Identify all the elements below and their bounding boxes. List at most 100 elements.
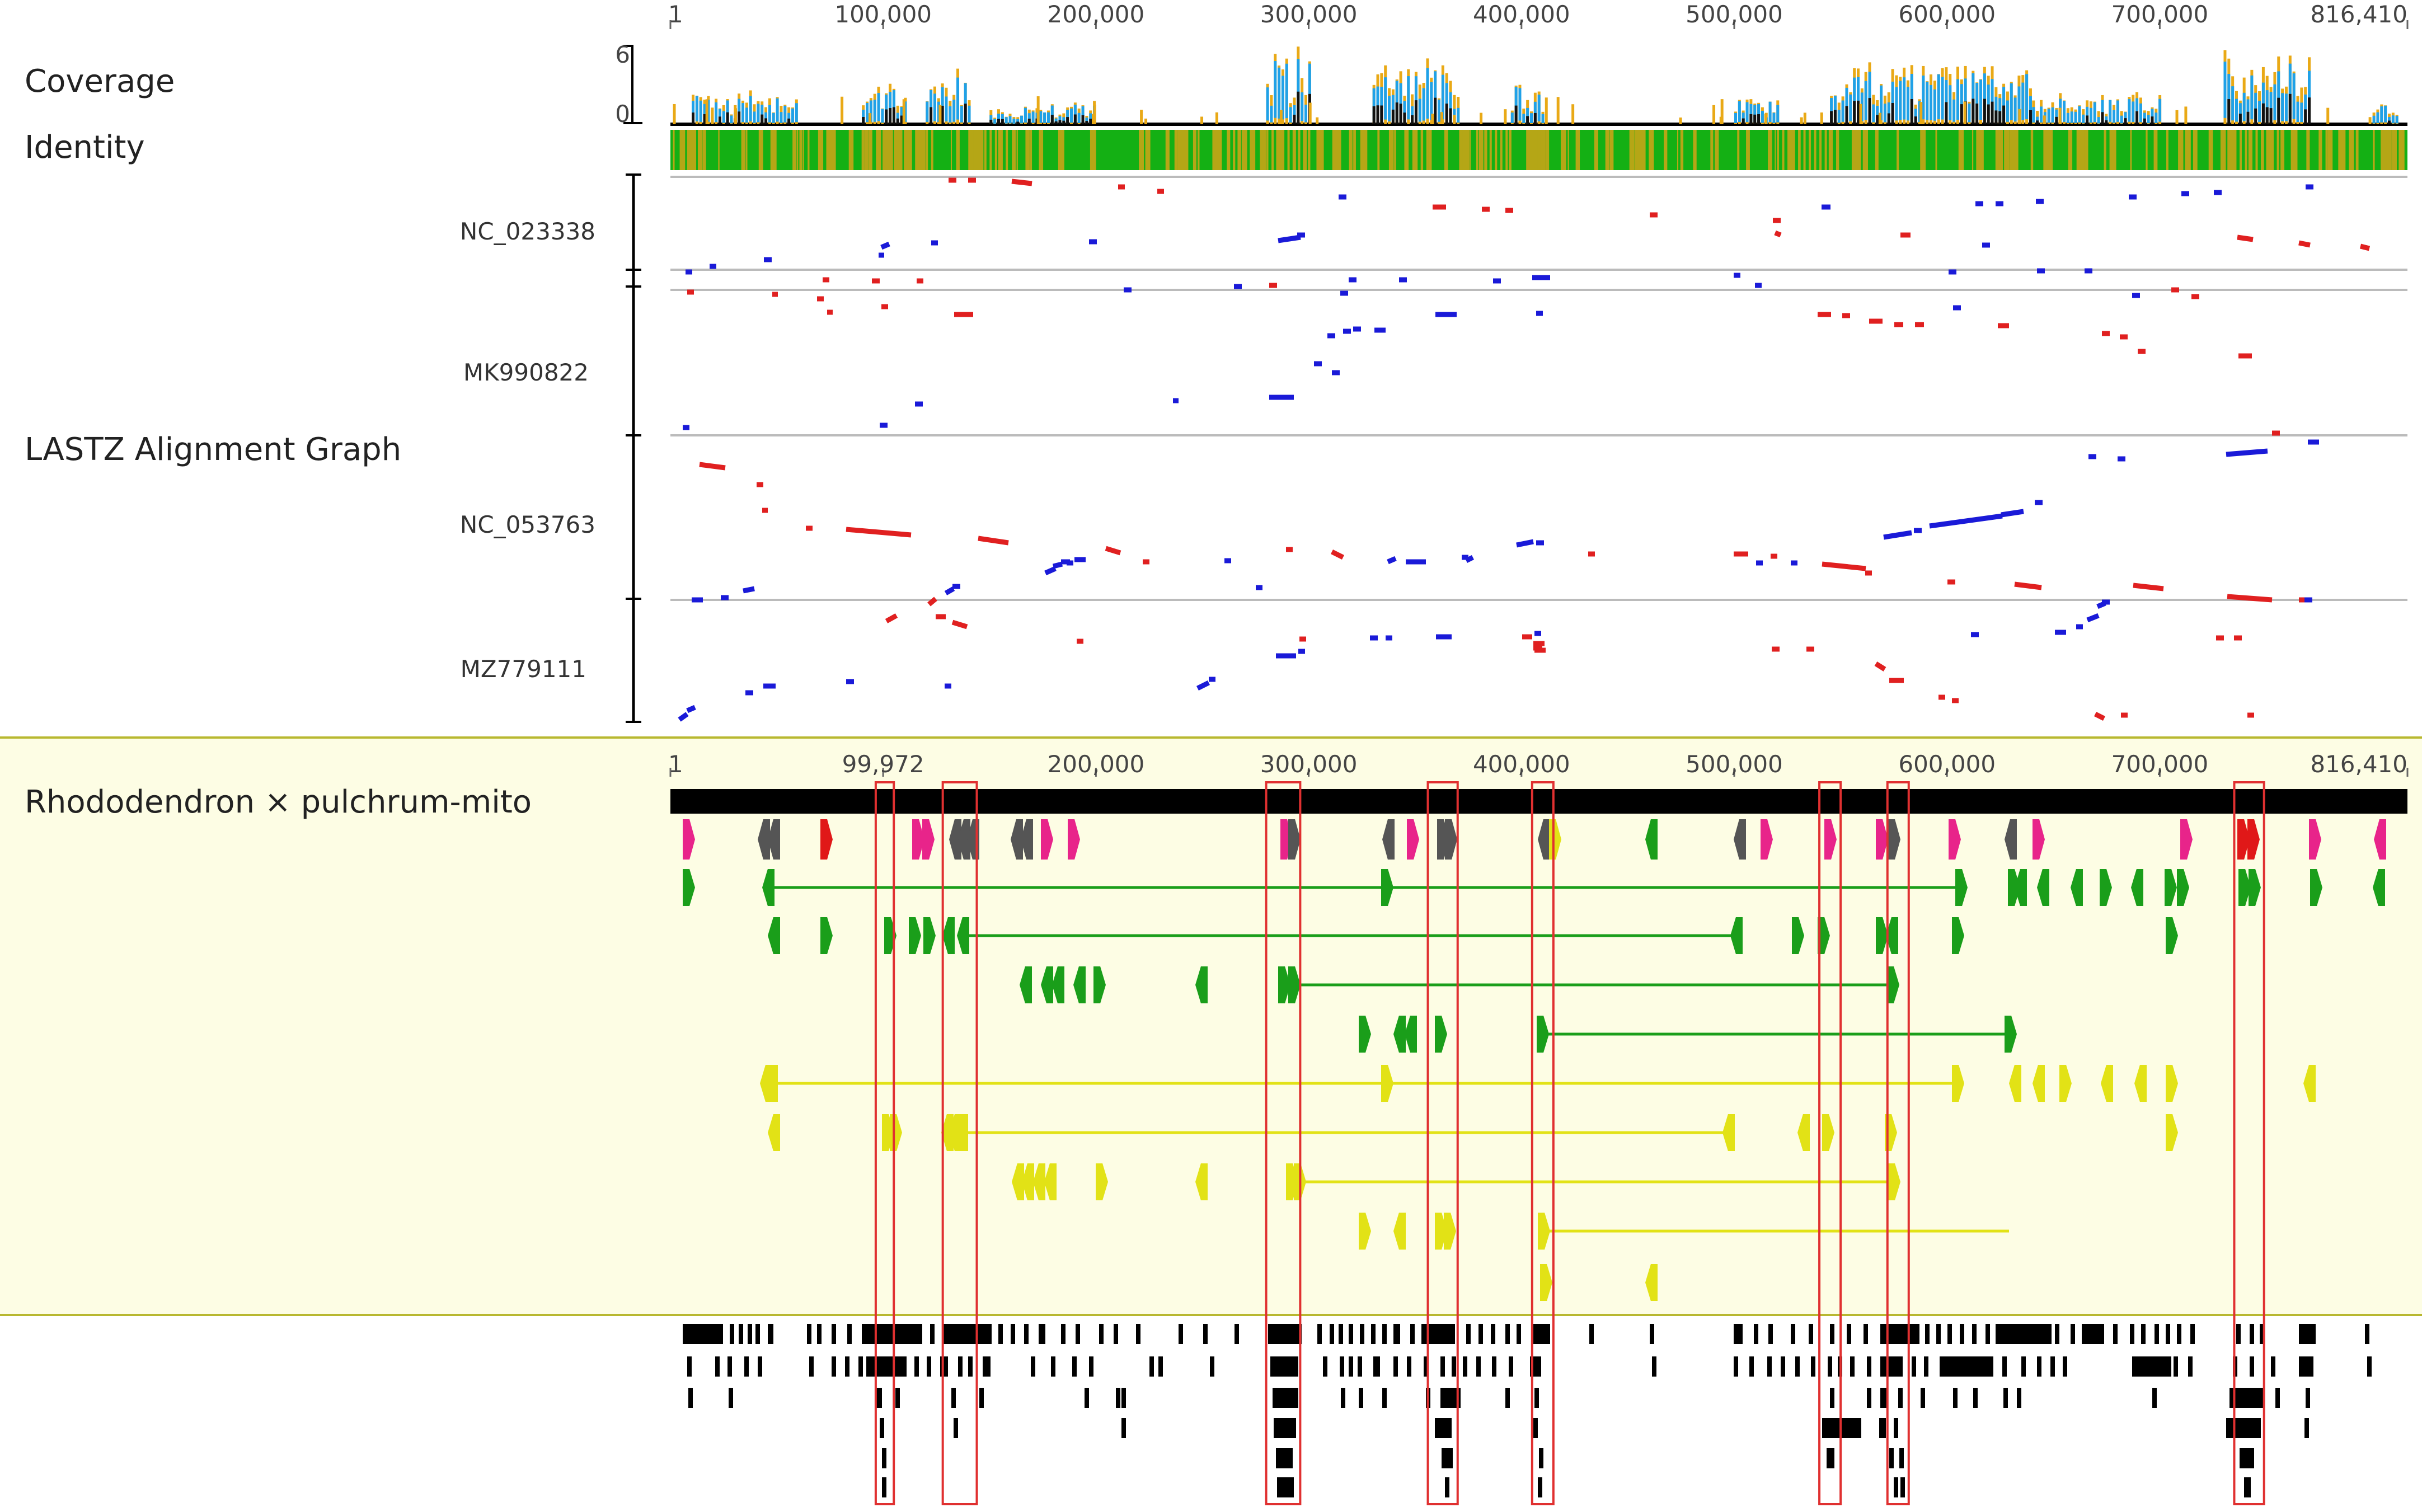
identity-low-segment bbox=[2255, 130, 2258, 170]
feature-block bbox=[1827, 1448, 1834, 1468]
identity-low-segment bbox=[1710, 130, 1714, 170]
identity-low-segment bbox=[1480, 130, 1484, 170]
coverage-bar-sparse bbox=[1679, 118, 1682, 124]
coverage-bar-sparse bbox=[2043, 115, 2046, 124]
coverage-bar-black bbox=[2143, 118, 2146, 124]
coverage-bar-sparse bbox=[1571, 104, 1575, 124]
identity-low-segment bbox=[833, 130, 836, 170]
feature-block bbox=[755, 1324, 760, 1344]
identity-low-segment bbox=[1063, 130, 1064, 170]
identity-low-segment bbox=[771, 130, 775, 170]
coverage-bar-blue bbox=[1522, 114, 1526, 124]
coverage-bar-blue bbox=[2124, 112, 2127, 123]
feature-block bbox=[688, 1388, 693, 1408]
feature-block bbox=[2003, 1388, 2008, 1408]
coverage-bar-black bbox=[1960, 104, 1963, 124]
coverage-bar-blue bbox=[2086, 106, 2089, 123]
coverage-bar-sparse bbox=[1800, 117, 1803, 124]
feature-block bbox=[1900, 1477, 1905, 1497]
track-label-nc023338: NC_023338 bbox=[460, 218, 595, 245]
gene-green-arrow bbox=[2373, 869, 2385, 906]
identity-low-segment bbox=[1564, 130, 1566, 170]
identity-low-segment bbox=[1935, 130, 1937, 170]
coverage-bar-black bbox=[1887, 113, 1890, 124]
feature-block bbox=[1534, 1388, 1539, 1408]
identity-low-segment bbox=[1426, 130, 1429, 170]
coverage-bar-blue bbox=[1983, 73, 1986, 119]
coverage-bar-sparse bbox=[938, 105, 942, 124]
identity-low-segment bbox=[1875, 130, 1879, 170]
coverage-bar-blue bbox=[2002, 87, 2006, 121]
coverage-bar-blue bbox=[2093, 102, 2096, 123]
coverage-bar-blue bbox=[1945, 80, 1948, 120]
identity-low-segment bbox=[1715, 130, 1719, 170]
coverage-bar-sparse bbox=[1919, 102, 1923, 124]
feature-block bbox=[1116, 1388, 1120, 1408]
identity-low-segment bbox=[1809, 130, 1811, 170]
identity-low-segment bbox=[1338, 130, 1341, 170]
coverage-bar-blue bbox=[1293, 105, 1296, 123]
identity-low-segment bbox=[1360, 130, 1363, 170]
feature-block bbox=[1373, 1356, 1380, 1377]
coverage-bar-blue bbox=[695, 96, 698, 121]
coverage-bar-black bbox=[1380, 105, 1383, 124]
coverage-bar-blue bbox=[2372, 115, 2376, 124]
alignment-reverse bbox=[880, 241, 890, 250]
identity-low-segment bbox=[2282, 130, 2285, 170]
coverage-bar-blue bbox=[1526, 107, 1529, 123]
identity-low-segment bbox=[2223, 130, 2226, 170]
coverage-bar-blue bbox=[1376, 86, 1379, 121]
gene-green-arrow bbox=[1435, 1016, 1447, 1053]
gene-gray-arrow bbox=[758, 819, 770, 860]
coverage-bar-blue bbox=[795, 103, 798, 123]
identity-low-segment bbox=[1978, 130, 1984, 170]
gene-yellow-arrow bbox=[1444, 1213, 1456, 1250]
coverage-bar-blue bbox=[885, 95, 888, 121]
coverage-bar-black bbox=[726, 112, 729, 124]
identity-low-segment bbox=[1250, 130, 1256, 170]
coverage-bar-blue bbox=[1301, 92, 1304, 121]
feature-block bbox=[1121, 1388, 1126, 1408]
highlight-box bbox=[941, 781, 978, 1505]
alignment-forward bbox=[951, 619, 968, 630]
feature-block bbox=[1898, 1388, 1903, 1408]
coverage-bar-black bbox=[1757, 114, 1761, 124]
coverage-bar-blue bbox=[1001, 114, 1004, 124]
coverage-bar-blue bbox=[741, 103, 744, 123]
identity-low-segment bbox=[899, 130, 902, 170]
feature-block bbox=[2166, 1324, 2170, 1344]
coverage-bar-blue bbox=[949, 106, 952, 123]
feature-block bbox=[927, 1356, 931, 1377]
coverage-bar-blue bbox=[783, 105, 787, 123]
coverage-bar-sparse bbox=[1215, 112, 1218, 124]
gene-green-arrow bbox=[1052, 966, 1064, 1003]
coverage-bar-blue bbox=[1046, 112, 1050, 123]
coverage-bar-black bbox=[1945, 102, 1948, 124]
coverage-bar-sparse bbox=[1316, 117, 1319, 124]
coverage-bar-black bbox=[1891, 102, 1894, 124]
coverage-bar-blue bbox=[1533, 101, 1537, 122]
identity-low-segment bbox=[2271, 130, 2274, 170]
coverage-bar-black bbox=[2246, 111, 2250, 124]
coverage-bar-black bbox=[2135, 111, 2139, 124]
feature-block bbox=[1072, 1356, 1077, 1377]
coverage-bar-blue bbox=[1952, 99, 1956, 122]
alignment-forward bbox=[1874, 661, 1886, 672]
feature-block bbox=[1179, 1324, 1183, 1344]
top-ruler-tick-label: 200,000 bbox=[1048, 1, 1145, 28]
feature-block bbox=[817, 1324, 822, 1344]
coverage-bar-blue bbox=[2235, 98, 2238, 122]
feature-block bbox=[2188, 1356, 2193, 1377]
coverage-bar-blue bbox=[960, 106, 963, 123]
coverage-bar-blue bbox=[1757, 104, 1761, 123]
coverage-bar-blue bbox=[1753, 105, 1757, 123]
feature-block bbox=[1936, 1324, 1941, 1344]
highlight-box bbox=[874, 781, 895, 1505]
feature-block bbox=[847, 1324, 852, 1344]
coverage-bar-blue bbox=[1457, 107, 1460, 123]
identity-low-segment bbox=[2104, 130, 2106, 170]
feature-block bbox=[2082, 1324, 2104, 1344]
coverage-bar-black bbox=[1526, 116, 1529, 124]
gene-green-arrow bbox=[2131, 869, 2143, 906]
identity-low-segment bbox=[1533, 130, 1538, 170]
